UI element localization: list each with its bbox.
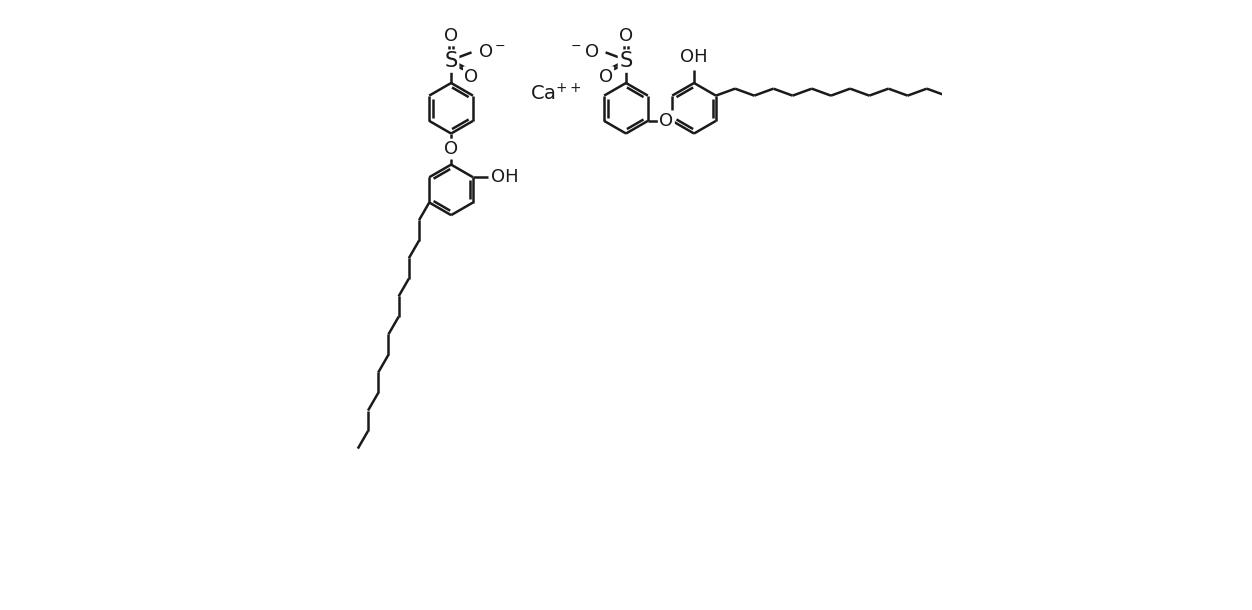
Text: O: O	[444, 27, 458, 45]
Text: O$^-$: O$^-$	[478, 43, 506, 62]
Text: OH: OH	[492, 168, 520, 186]
Text: O: O	[444, 140, 458, 158]
Text: O: O	[598, 68, 612, 85]
Text: S: S	[620, 51, 632, 71]
Text: OH: OH	[680, 48, 707, 66]
Text: $^-$O: $^-$O	[568, 43, 600, 62]
Text: O: O	[660, 112, 674, 130]
Text: O: O	[618, 27, 634, 45]
Text: S: S	[444, 51, 458, 71]
Text: Ca$^{++}$: Ca$^{++}$	[530, 83, 581, 104]
Text: O: O	[464, 68, 478, 85]
